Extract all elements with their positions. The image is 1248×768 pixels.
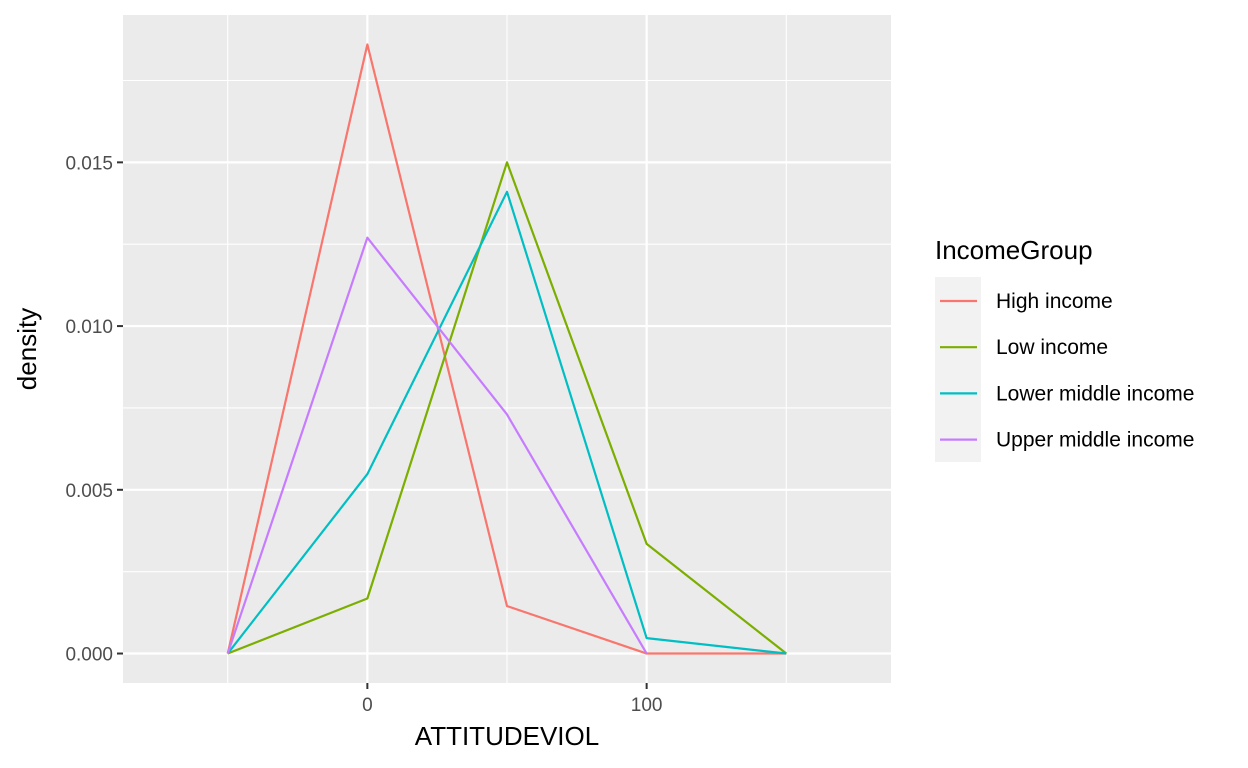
- series-line-high-income: [226, 43, 787, 655]
- y-tick-label: 0.010: [65, 317, 113, 338]
- legend-items: High income Low income Lower middle income…: [935, 277, 1194, 462]
- series-lines: [226, 43, 787, 655]
- x-tick-label: 0: [362, 695, 373, 716]
- y-axis: 0.000 0.005 0.010 0.015: [65, 153, 123, 666]
- y-tick-label: 0.015: [65, 153, 113, 174]
- legend-label-upper-middle-income: Upper middle income: [996, 429, 1194, 452]
- x-axis-title: ATTITUDEVIOL: [415, 721, 599, 751]
- legend: IncomeGroup High income Low income Lower m…: [935, 235, 1194, 462]
- y-tick-label: 0.005: [65, 481, 113, 502]
- y-tick-label: 0.000: [65, 645, 113, 666]
- y-axis-title: density: [12, 308, 42, 390]
- legend-title: IncomeGroup: [935, 235, 1093, 265]
- legend-label-high-income: High income: [996, 290, 1113, 313]
- series-line-lower-middle-income: [226, 190, 787, 655]
- legend-key-background: [935, 277, 981, 462]
- x-tick-label: 100: [631, 695, 663, 716]
- minor-gridlines: [123, 15, 891, 683]
- legend-label-lower-middle-income: Lower middle income: [996, 382, 1194, 405]
- x-axis: 0 100: [362, 683, 662, 716]
- series-line-low-income: [227, 161, 787, 655]
- series-line-upper-middle-income: [226, 236, 648, 655]
- legend-label-low-income: Low income: [996, 336, 1108, 359]
